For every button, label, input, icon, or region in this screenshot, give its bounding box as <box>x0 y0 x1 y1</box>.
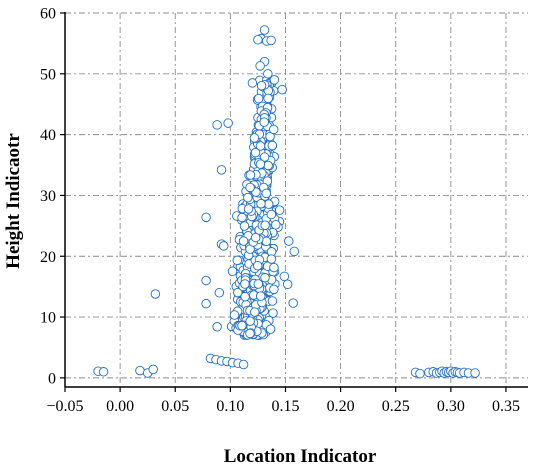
x-tick-label: 0.30 <box>437 398 465 415</box>
scatter-point <box>212 120 222 130</box>
x-tick-label: 0.20 <box>327 398 355 415</box>
labels-layer: −0.05 0.00 0.05 0.10 0.15 0.20 0.25 0.30 0.35 0 10… <box>40 6 520 416</box>
x-tick-label: 0.05 <box>161 398 189 415</box>
scatter-point <box>256 80 267 91</box>
scatter-point <box>250 232 261 243</box>
scatter-point <box>232 255 243 266</box>
scatter-point <box>256 198 266 209</box>
grid-layer <box>64 12 528 387</box>
scatter-point <box>98 367 109 377</box>
scatter-point <box>255 141 266 151</box>
scatter-point <box>250 307 260 317</box>
scatter-point <box>266 209 277 220</box>
x-tick-label: 0.35 <box>492 398 520 415</box>
scatter-point <box>243 204 254 214</box>
scatter-point <box>271 219 281 230</box>
scatter-point <box>259 152 270 162</box>
scatter-point <box>284 236 294 246</box>
scatter-point <box>243 192 253 203</box>
scatter-point <box>218 241 229 251</box>
x-tick-label: 0.15 <box>271 398 299 415</box>
scatter-point <box>250 147 261 158</box>
scatter-point <box>148 364 158 375</box>
scatter-point <box>247 78 258 88</box>
scatter-point <box>274 205 285 215</box>
scatter-point <box>212 322 222 332</box>
scatter-point <box>268 124 279 135</box>
scatter-point <box>237 212 247 223</box>
scatter-point <box>266 254 277 264</box>
scatter-point <box>263 69 273 79</box>
scatter-point <box>252 260 263 271</box>
scatter-point <box>249 133 260 143</box>
scatter-point <box>282 279 293 289</box>
y-tick-label: 10 <box>40 310 56 327</box>
x-tick-label: −0.05 <box>46 398 83 415</box>
x-tick-label: 0.10 <box>216 398 244 415</box>
scatter-point <box>245 182 255 193</box>
y-tick-label: 50 <box>40 66 56 83</box>
scatter-point <box>245 170 256 180</box>
scatter-point <box>201 275 211 286</box>
scatter-point <box>268 308 278 318</box>
y-tick-label: 20 <box>40 249 56 266</box>
scatter-point <box>261 188 272 199</box>
scatter-point <box>253 93 264 104</box>
scatter-point <box>150 289 161 299</box>
scatter-point <box>229 310 240 320</box>
scatter-point <box>269 75 280 85</box>
scatter-point <box>288 298 298 308</box>
scatter-point <box>238 236 249 246</box>
scatter-point <box>245 316 255 326</box>
scatter-point <box>233 287 243 298</box>
scatter-point <box>240 291 250 302</box>
scatter-point <box>266 35 276 46</box>
scatter-point <box>260 220 270 230</box>
x-axis-title: Location Indicator <box>224 446 377 467</box>
y-tick-label: 40 <box>40 127 56 144</box>
scatter-point <box>269 262 279 273</box>
scatter-point <box>260 272 270 283</box>
scatter-point <box>259 117 269 127</box>
scatter-point <box>239 221 250 231</box>
y-tick-label: 30 <box>40 188 56 205</box>
scatter-point <box>223 118 233 128</box>
y-tick-label: 0 <box>48 370 56 387</box>
scatter-point <box>201 298 211 309</box>
scatter-point <box>259 25 270 35</box>
scatter-point <box>201 212 211 223</box>
scatter-point <box>289 246 300 257</box>
scatter-point <box>279 271 290 282</box>
scatter-point <box>255 291 266 301</box>
scatter-point <box>267 140 278 151</box>
scatter-point <box>265 324 276 334</box>
scatter-point <box>269 284 279 295</box>
scatter-point <box>415 368 425 379</box>
scatter-point <box>263 93 273 104</box>
scatter-point <box>253 35 263 45</box>
x-tick-label: 0.00 <box>106 398 134 415</box>
scatter-point <box>237 320 247 331</box>
scatter-point <box>277 84 287 95</box>
scatter-point <box>245 328 255 339</box>
scatter-point <box>240 279 250 289</box>
x-tick-label: 0.25 <box>382 398 410 415</box>
axes-layer <box>60 12 528 392</box>
y-tick-label: 60 <box>40 6 56 23</box>
scatter-point <box>216 165 227 175</box>
scatter-point <box>253 279 264 289</box>
scatter-point <box>214 287 225 298</box>
scatter-point <box>238 359 249 370</box>
scatter-point <box>267 296 278 306</box>
scatter-point <box>255 159 266 169</box>
scatter-point <box>227 266 238 276</box>
scatter-point <box>263 160 273 171</box>
y-axis-title: Height Indicaotr <box>3 133 24 269</box>
points-layer <box>93 25 480 379</box>
scatter-point <box>470 368 480 378</box>
scatter-point <box>255 61 265 71</box>
